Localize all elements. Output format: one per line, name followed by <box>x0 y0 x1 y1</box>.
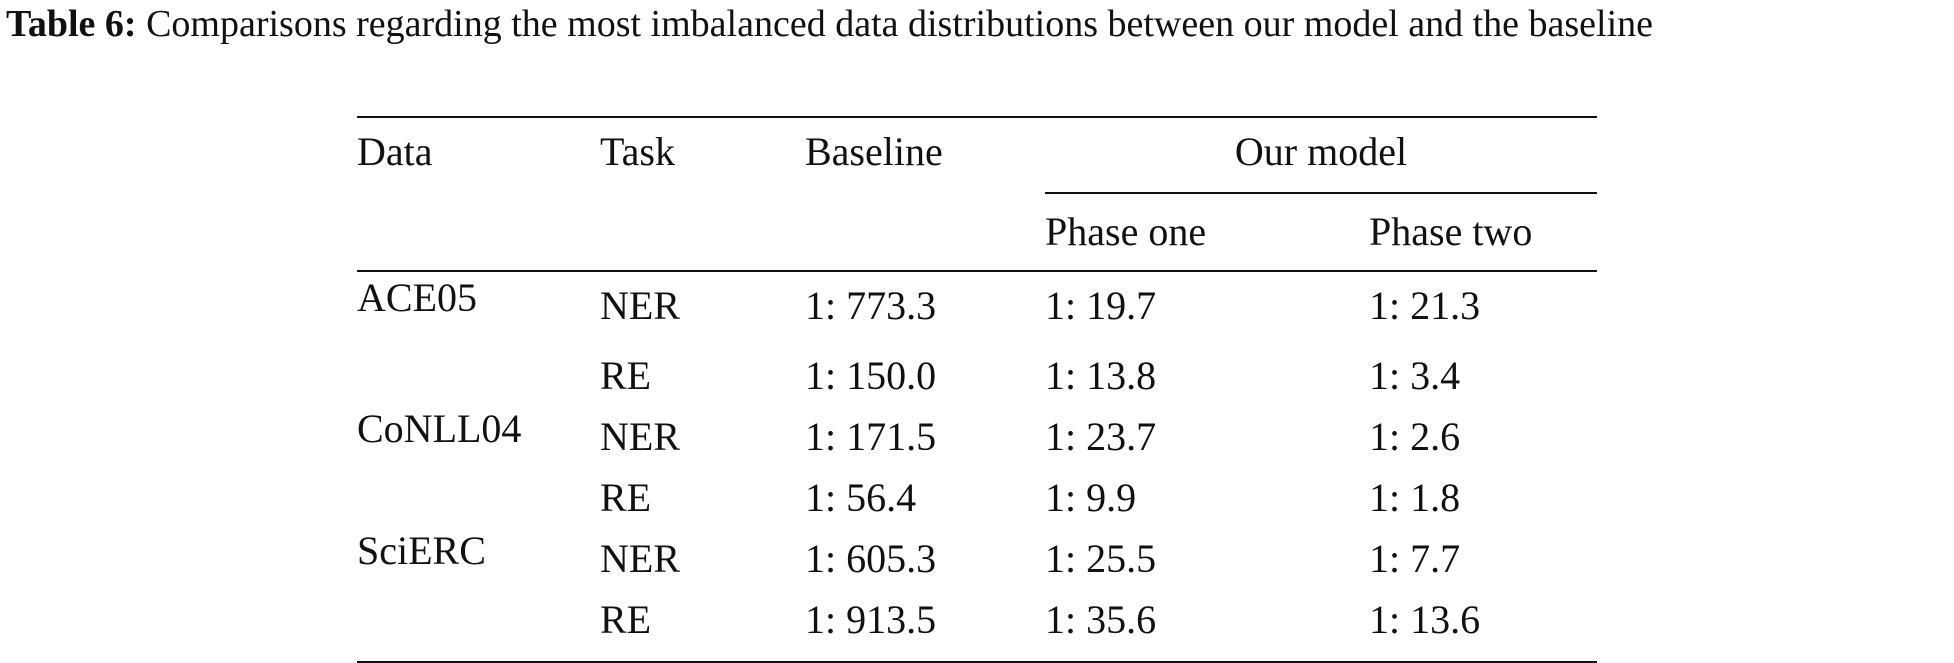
cell-baseline: 1: 913.5 <box>805 590 1045 663</box>
cell-phase-two: 1: 3.4 <box>1369 353 1461 398</box>
header-task: Task <box>600 116 805 193</box>
table-row: CoNLL04 NER 1: 171.5 1: 23.7 1: 2.6 <box>357 407 1597 468</box>
cell-phase-two: 1: 21.3 <box>1369 283 1481 328</box>
header-data: Data <box>357 116 600 193</box>
cell-baseline: 1: 773.3 <box>805 283 937 328</box>
cell-phase-one: 1: 35.6 <box>1045 590 1369 663</box>
cell-task: RE <box>600 590 805 663</box>
header-empty <box>600 193 805 272</box>
table-caption: Table 6: Comparisons regarding the most … <box>6 0 1952 48</box>
cell-phase-one: 1: 19.7 <box>1045 283 1157 328</box>
cell-data <box>357 346 600 407</box>
cell-task: RE <box>600 475 652 520</box>
cell-task: RE <box>600 353 652 398</box>
header-row-2: Phase one Phase two <box>357 193 1597 272</box>
cell-data: ACE05 <box>357 275 477 320</box>
cell-baseline: 1: 56.4 <box>805 475 917 520</box>
header-phase-one: Phase one <box>1045 193 1369 272</box>
imbalance-comparison-table: Data Task Baseline Our model Phase one P… <box>357 116 1597 663</box>
cell-data <box>357 590 600 663</box>
cell-phase-two: 1: 13.6 <box>1369 590 1597 663</box>
cell-data: CoNLL04 <box>357 406 522 451</box>
table-row: SciERC NER 1: 605.3 1: 25.5 1: 7.7 <box>357 529 1597 590</box>
cell-phase-one: 1: 9.9 <box>1045 475 1137 520</box>
header-our-model: Our model <box>1045 116 1597 194</box>
cell-phase-two: 1: 7.7 <box>1369 536 1461 581</box>
cell-task: NER <box>600 414 680 459</box>
table-row: RE 1: 56.4 1: 9.9 1: 1.8 <box>357 468 1597 529</box>
results-table-container: Data Task Baseline Our model Phase one P… <box>357 116 1597 663</box>
header-phase-two: Phase two <box>1369 193 1597 272</box>
cell-data <box>357 468 600 529</box>
header-empty <box>805 193 1045 272</box>
cell-data: SciERC <box>357 528 486 573</box>
cell-task: NER <box>600 283 680 328</box>
cell-task: NER <box>600 536 680 581</box>
table-row: ACE05 NER 1: 773.3 1: 19.7 1: 21.3 <box>357 271 1597 346</box>
cell-baseline: 1: 171.5 <box>805 414 937 459</box>
cell-phase-one: 1: 25.5 <box>1045 536 1157 581</box>
cell-phase-one: 1: 23.7 <box>1045 414 1157 459</box>
header-baseline: Baseline <box>805 116 1045 193</box>
table-row: RE 1: 913.5 1: 35.6 1: 13.6 <box>357 590 1597 663</box>
caption-label: Table 6: <box>6 3 137 45</box>
cell-phase-two: 1: 1.8 <box>1369 475 1461 520</box>
header-row-1: Data Task Baseline Our model <box>357 116 1597 194</box>
cell-baseline: 1: 605.3 <box>805 536 937 581</box>
cell-baseline: 1: 150.0 <box>805 353 937 398</box>
cell-phase-two: 1: 2.6 <box>1369 414 1461 459</box>
caption-text: Comparisons regarding the most imbalance… <box>146 3 1654 45</box>
header-empty <box>357 193 600 272</box>
cell-phase-one: 1: 13.8 <box>1045 353 1157 398</box>
table-row: RE 1: 150.0 1: 13.8 1: 3.4 <box>357 346 1597 407</box>
